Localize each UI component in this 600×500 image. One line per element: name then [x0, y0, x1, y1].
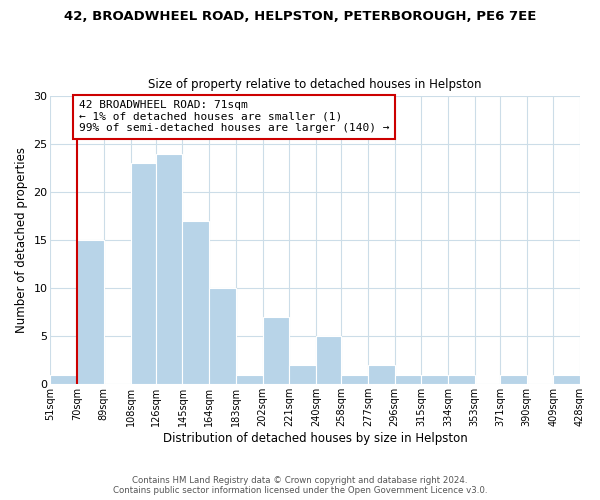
Title: Size of property relative to detached houses in Helpston: Size of property relative to detached ho…	[148, 78, 482, 91]
Text: Contains HM Land Registry data © Crown copyright and database right 2024.
Contai: Contains HM Land Registry data © Crown c…	[113, 476, 487, 495]
Bar	[50, 374, 77, 384]
Bar	[209, 288, 236, 384]
Bar	[131, 164, 156, 384]
Bar	[156, 154, 182, 384]
Bar	[236, 374, 263, 384]
Bar	[263, 317, 289, 384]
Bar	[316, 336, 341, 384]
Bar	[182, 221, 209, 384]
Text: 42, BROADWHEEL ROAD, HELPSTON, PETERBOROUGH, PE6 7EE: 42, BROADWHEEL ROAD, HELPSTON, PETERBORO…	[64, 10, 536, 23]
Bar	[553, 374, 580, 384]
Y-axis label: Number of detached properties: Number of detached properties	[15, 147, 28, 333]
Bar	[289, 365, 316, 384]
Bar	[368, 365, 395, 384]
Bar	[77, 240, 104, 384]
Bar	[421, 374, 448, 384]
Bar	[341, 374, 368, 384]
Bar	[395, 374, 421, 384]
Bar	[500, 374, 527, 384]
Text: 42 BROADWHEEL ROAD: 71sqm
← 1% of detached houses are smaller (1)
99% of semi-de: 42 BROADWHEEL ROAD: 71sqm ← 1% of detach…	[79, 100, 389, 134]
X-axis label: Distribution of detached houses by size in Helpston: Distribution of detached houses by size …	[163, 432, 467, 445]
Bar	[448, 374, 475, 384]
